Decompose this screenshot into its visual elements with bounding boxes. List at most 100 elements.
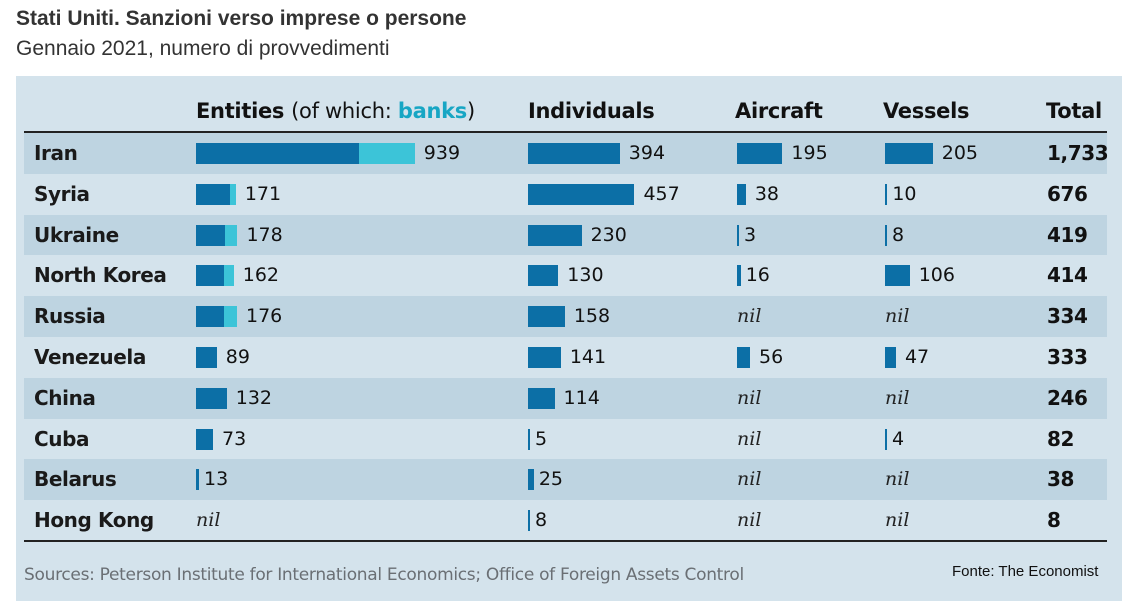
total-value: 333 [1047,345,1088,369]
aircraft-bar [737,143,783,164]
individuals-value-label: 394 [628,142,666,164]
vessels-nil-label: nil [885,509,910,532]
individuals-value-label: 158 [573,305,611,328]
vessels-value-label: 4 [892,427,905,450]
entities-value-label: 178 [246,223,283,246]
aircraft-bar [737,183,746,205]
individuals-bar [528,347,561,368]
country-label: Belarus [34,467,117,492]
total-value: 1,733 [1047,141,1109,165]
chart-subtitle: Gennaio 2021, numero di provvedimenti [16,37,390,60]
entities-bar [196,183,236,205]
individuals-value-label: 130 [567,264,604,287]
total-value: 419 [1047,222,1088,247]
country-label: Hong Kong [34,508,154,533]
table-row: Cuba 73 5 nil 4 82 [24,419,1107,460]
chart-title: Stati Uniti. Sanzioni verso imprese o pe… [16,7,467,30]
country-label: Venezuela [34,345,146,369]
aircraft-value-label: 56 [759,346,784,368]
country-label: China [34,385,96,410]
individuals-bar [528,143,620,164]
total-value: 82 [1047,426,1075,451]
table-row: China 132 114 nil nil 246 [24,377,1107,419]
entities-value-label: 73 [222,427,247,450]
vessels-bar [885,224,887,246]
vessels-value-label: 8 [892,223,905,246]
total-value: 334 [1047,304,1088,329]
individuals-bar [528,428,530,450]
entities-bar [196,347,217,368]
individuals-value-label: 25 [538,468,563,491]
country-label: Cuba [34,426,90,451]
total-value: 676 [1047,181,1088,206]
bottom-rule [24,540,1107,542]
header-aircraft: Aircraft [735,99,823,123]
table-row: North Korea 162 130 16 106 414 [24,255,1107,296]
banks-bar [224,306,237,328]
individuals-bar [528,306,565,328]
individuals-bar [528,183,635,205]
aircraft-nil-label: nil [737,509,762,532]
vessels-bar [885,347,896,368]
banks-bar [224,265,234,287]
header-entities-paren: (of which: banks) [291,99,475,123]
aircraft-value-label: 3 [744,223,757,246]
individuals-value-label: 230 [590,223,627,246]
individuals-value-label: 457 [643,182,680,205]
entities-value-label: 89 [225,346,250,368]
aircraft-bar [737,265,741,287]
table-row: Venezuela 89 141 56 47 333 [24,337,1107,378]
entities-value-label: 176 [246,305,283,328]
header-entities: Entities (of which: banks) [196,99,475,123]
aircraft-nil-label: nil [737,427,762,450]
country-label: Russia [34,304,106,329]
header-vessels: Vessels [883,99,970,123]
country-label: Iran [34,141,78,165]
table-row: Iran 939 394 195 205 1,733 [24,133,1109,174]
individuals-value-label: 141 [569,346,607,368]
aircraft-nil-label: nil [737,386,762,409]
individuals-value-label: 114 [563,386,600,409]
aircraft-value-label: 16 [745,264,770,287]
entities-bar [196,469,200,491]
individuals-bar [528,224,582,246]
header-paren-open: (of which: [291,99,398,123]
banks-bar [224,224,238,246]
table-row: Syria 171 457 38 10 676 [24,174,1107,215]
individuals-bar [528,469,534,491]
individuals-bar [528,510,530,532]
entities-value-label: 171 [244,182,282,205]
entities-bar [196,428,213,450]
entities-bar [196,265,234,287]
entities-value-label: 939 [423,142,461,164]
header-total: Total [1046,99,1102,123]
aircraft-nil-label: nil [737,468,762,491]
header-entities-label: Entities [196,99,285,123]
vessels-value-label: 106 [918,264,955,287]
total-value: 414 [1047,263,1088,288]
banks-bar [230,183,236,205]
entities-bar [196,387,227,409]
entities-value-label: 162 [242,264,279,287]
vessels-nil-label: nil [885,386,910,409]
sources-note: Sources: Peterson Institute for Internat… [24,565,744,585]
vessels-nil-label: nil [885,305,910,328]
aircraft-nil-label: nil [737,305,762,328]
entities-value-label: 13 [204,468,229,491]
banks-bar [358,143,415,164]
total-value: 8 [1047,508,1061,533]
vessels-nil-label: nil [885,468,910,491]
vessels-bar [885,183,888,205]
header-individuals: Individuals [528,99,655,123]
vessels-value-label: 47 [904,346,930,368]
aircraft-value-label: 195 [791,142,828,164]
individuals-value-label: 5 [535,427,548,450]
individuals-bar [528,387,555,409]
vessels-value-label: 10 [892,182,917,205]
country-label: Ukraine [34,222,119,247]
country-label: North Korea [34,263,167,288]
table-row: Ukraine 178 230 3 8 419 [24,214,1107,256]
vessels-bar [885,143,933,164]
header-paren-close: ) [467,99,475,123]
total-value: 246 [1047,385,1088,410]
